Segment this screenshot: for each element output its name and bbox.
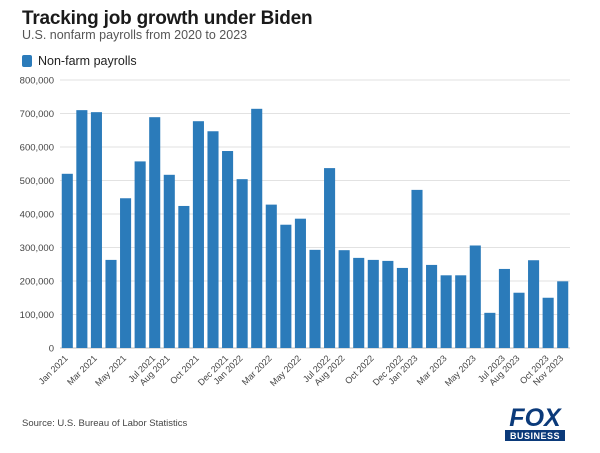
bar	[207, 131, 219, 348]
x-tick-label: Jan 2021	[37, 353, 70, 386]
legend-swatch	[22, 55, 32, 67]
bar	[367, 259, 379, 348]
bar	[426, 264, 438, 348]
bar	[120, 198, 132, 348]
bar	[265, 204, 277, 348]
bar	[280, 224, 292, 348]
bar	[61, 173, 73, 348]
bar	[396, 267, 408, 348]
bar	[498, 268, 510, 348]
bar	[105, 259, 117, 348]
bar	[338, 250, 350, 348]
bar	[382, 260, 394, 348]
bar	[251, 108, 263, 348]
y-tick-label: 200,000	[20, 277, 54, 288]
y-tick-label: 800,000	[20, 76, 54, 87]
legend: Non-farm payrolls	[22, 54, 137, 68]
bar	[236, 179, 248, 348]
bar	[542, 297, 554, 348]
bar	[309, 249, 321, 348]
y-tick-label: 300,000	[20, 243, 54, 254]
bar	[149, 117, 161, 348]
bar	[440, 275, 452, 348]
x-tick-label: May 2023	[443, 353, 478, 388]
logo-fox-text: FOX	[509, 404, 562, 432]
bar	[178, 205, 190, 348]
bar	[163, 174, 175, 348]
logo-business-band	[505, 430, 565, 441]
bar	[294, 218, 306, 348]
bar	[557, 281, 569, 348]
bar	[90, 112, 102, 348]
y-tick-label: 600,000	[20, 143, 54, 154]
chart-subtitle: U.S. nonfarm payrolls from 2020 to 2023	[22, 28, 248, 42]
bar	[528, 260, 540, 348]
bar	[353, 257, 365, 348]
x-tick-label: May 2021	[93, 353, 128, 388]
y-tick-label: 0	[49, 344, 54, 355]
bar	[324, 168, 336, 348]
bar	[222, 151, 234, 348]
bar	[455, 275, 467, 348]
bar	[484, 312, 496, 348]
y-tick-label: 100,000	[20, 310, 54, 321]
y-tick-label: 500,000	[20, 176, 54, 187]
bar-chart: 0 100,000 200,000 300,000 400,000 500,000 600,…	[20, 76, 570, 388]
y-tick-label: 700,000	[20, 109, 54, 120]
source-note: Source: U.S. Bureau of Labor Statistics	[22, 418, 188, 429]
bar	[411, 189, 423, 348]
bar	[76, 110, 88, 349]
bar	[134, 161, 146, 348]
fox-business-logo: FOX BUSINESS	[505, 404, 565, 441]
bar	[513, 292, 525, 348]
legend-label: Non-farm payrolls	[38, 54, 137, 68]
bar	[469, 245, 481, 348]
chart-title: Tracking job growth under Biden	[22, 8, 313, 29]
y-tick-label: 400,000	[20, 210, 54, 221]
logo-business-text: BUSINESS	[510, 431, 560, 441]
x-tick-label: May 2022	[268, 353, 303, 388]
bar	[192, 121, 204, 348]
